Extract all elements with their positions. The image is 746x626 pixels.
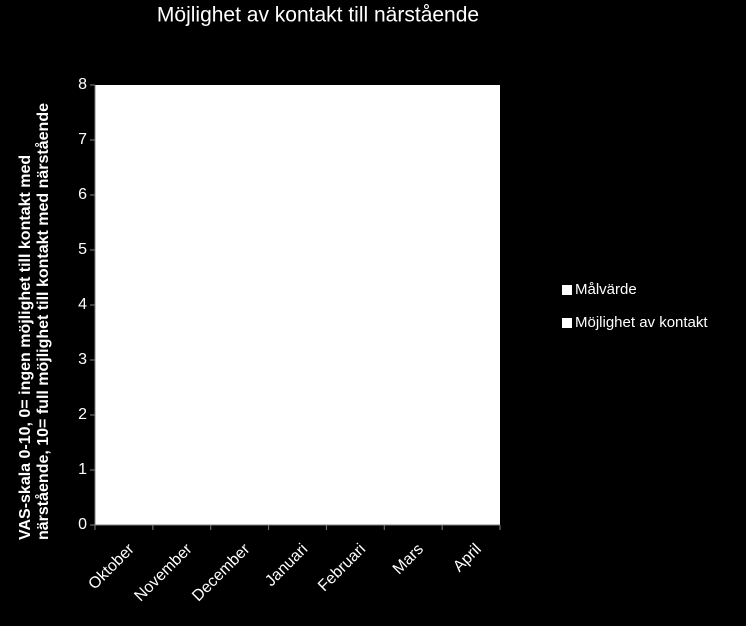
legend-swatch <box>562 285 572 295</box>
y-tick-label: 8 <box>78 76 87 93</box>
x-tick-label: December <box>189 540 254 605</box>
x-tick-label: Oktober <box>85 540 138 593</box>
legend-label: Målvärde <box>575 281 637 298</box>
y-tick-label: 7 <box>78 131 87 148</box>
x-tick-label: November <box>131 540 196 605</box>
legend-label: Möjlighet av kontakt <box>575 314 708 331</box>
y-tick-label: 5 <box>78 241 87 258</box>
y-tick-label: 6 <box>78 186 87 203</box>
y-tick-label: 4 <box>78 296 87 313</box>
plot-area <box>95 85 500 525</box>
x-tick-label: Februari <box>315 541 369 595</box>
y-tick-label: 3 <box>78 351 87 368</box>
legend-swatch <box>562 318 572 328</box>
y-tick-label: 0 <box>78 516 87 533</box>
chart-title: Möjlighet av kontakt till närstående <box>157 4 479 27</box>
y-tick-label: 1 <box>78 461 87 478</box>
x-tick-label: April <box>450 541 485 576</box>
y-axis-label: VAS-skala 0-10, 0= ingen möjlighet till … <box>17 103 52 540</box>
x-tick-label: Januari <box>262 541 311 590</box>
x-tick-label: Mars <box>390 541 427 578</box>
y-tick-label: 2 <box>78 406 87 423</box>
